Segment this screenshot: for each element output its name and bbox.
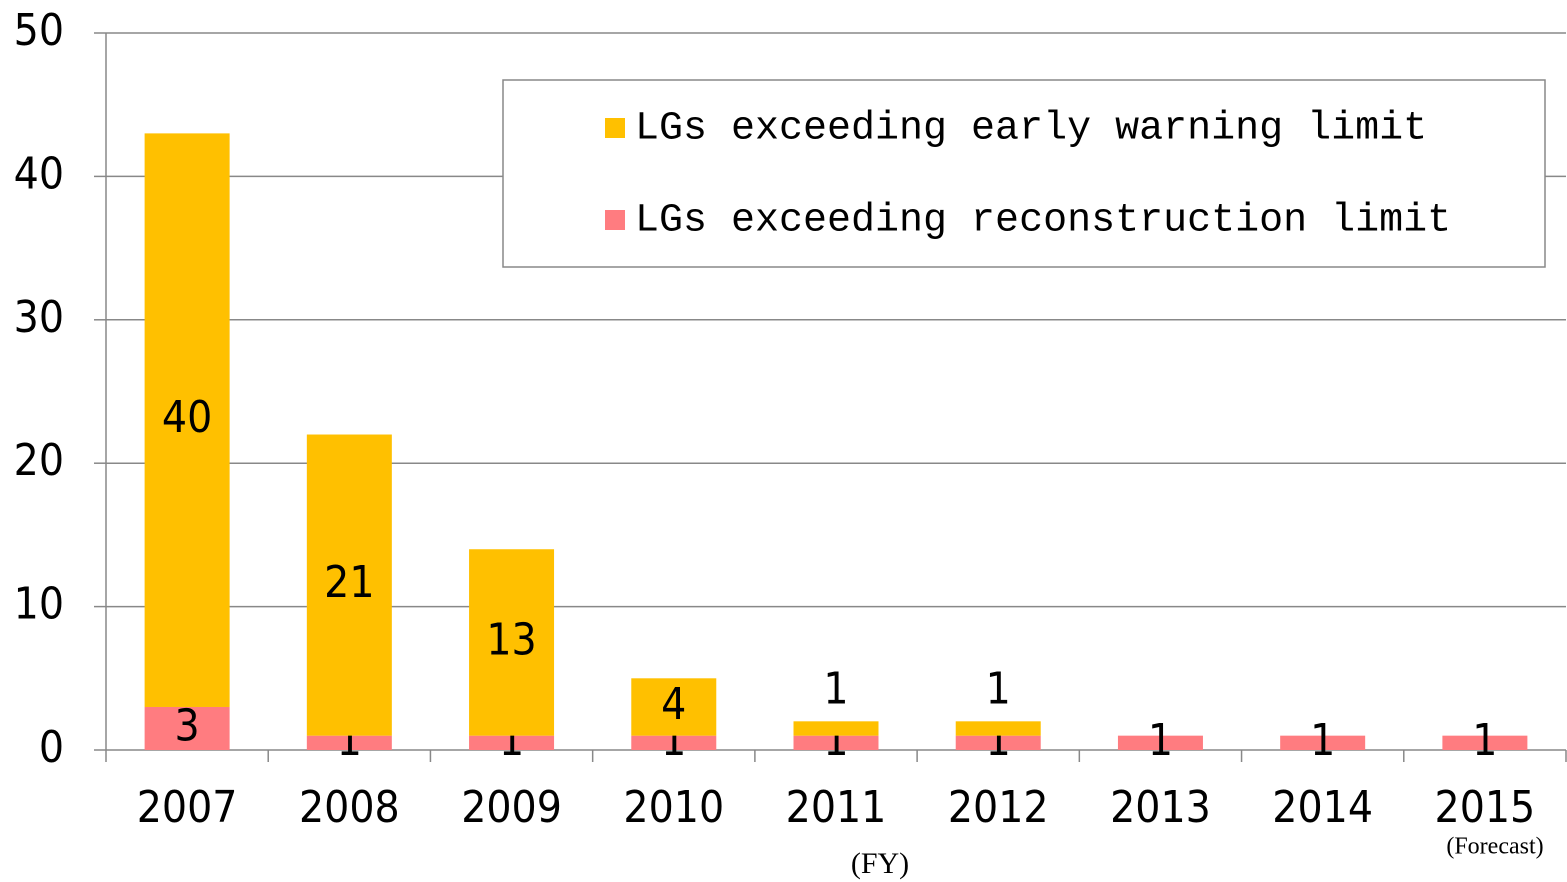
bar-segment — [793, 735, 879, 750]
legend-swatch — [605, 210, 625, 230]
data-label: 40 — [162, 392, 212, 443]
bar-segment — [1442, 735, 1528, 750]
bar-segment — [469, 549, 555, 736]
bar-segment — [793, 721, 879, 736]
x-tick-label: 2010 — [623, 782, 724, 833]
x-axis-label: (FY) — [851, 847, 909, 880]
y-tick-label: 30 — [14, 292, 64, 343]
data-label: 4 — [661, 679, 686, 730]
legend-swatch — [605, 118, 625, 138]
data-label: 1 — [1472, 715, 1497, 766]
x-tick-label: 2007 — [137, 782, 238, 833]
x-tick-label: 2013 — [1110, 782, 1211, 833]
bar-segment — [955, 735, 1041, 750]
x-tick-label: 2014 — [1272, 782, 1373, 833]
legend-label: LGs exceeding early warning limit — [635, 107, 1427, 152]
data-label: 1 — [1148, 715, 1173, 766]
bar-segment — [144, 133, 230, 707]
bar-segment — [144, 706, 230, 750]
x-tick-label: 2009 — [461, 782, 562, 833]
bar-segment — [1117, 735, 1203, 750]
legend-box — [502, 79, 1546, 268]
y-tick-label: 10 — [14, 579, 64, 630]
annotation: (Forecast) — [1446, 834, 1543, 860]
bar-segment — [1280, 735, 1366, 750]
y-tick-label: 50 — [14, 5, 64, 56]
x-tick-label: 2011 — [786, 782, 887, 833]
x-tick-label: 2008 — [299, 782, 400, 833]
data-label: 1 — [823, 663, 848, 714]
bar-segment — [631, 735, 717, 750]
data-label: 21 — [324, 557, 374, 608]
bar-segment — [469, 735, 555, 750]
bar-segment — [955, 721, 1041, 736]
y-tick-label: 0 — [39, 722, 64, 773]
x-tick-label: 2012 — [948, 782, 1049, 833]
bar-segment — [631, 678, 717, 736]
y-tick-label: 20 — [14, 435, 64, 486]
data-label: 3 — [175, 700, 200, 751]
data-label: 1 — [1310, 715, 1335, 766]
data-label: 13 — [486, 614, 536, 665]
legend-label: LGs exceeding reconstruction limit — [635, 199, 1451, 244]
bar-segment — [306, 735, 392, 750]
y-tick-label: 40 — [14, 148, 64, 199]
data-label: 1 — [986, 663, 1011, 714]
x-tick-label: 2015 — [1435, 782, 1536, 833]
bar-segment — [306, 434, 392, 736]
